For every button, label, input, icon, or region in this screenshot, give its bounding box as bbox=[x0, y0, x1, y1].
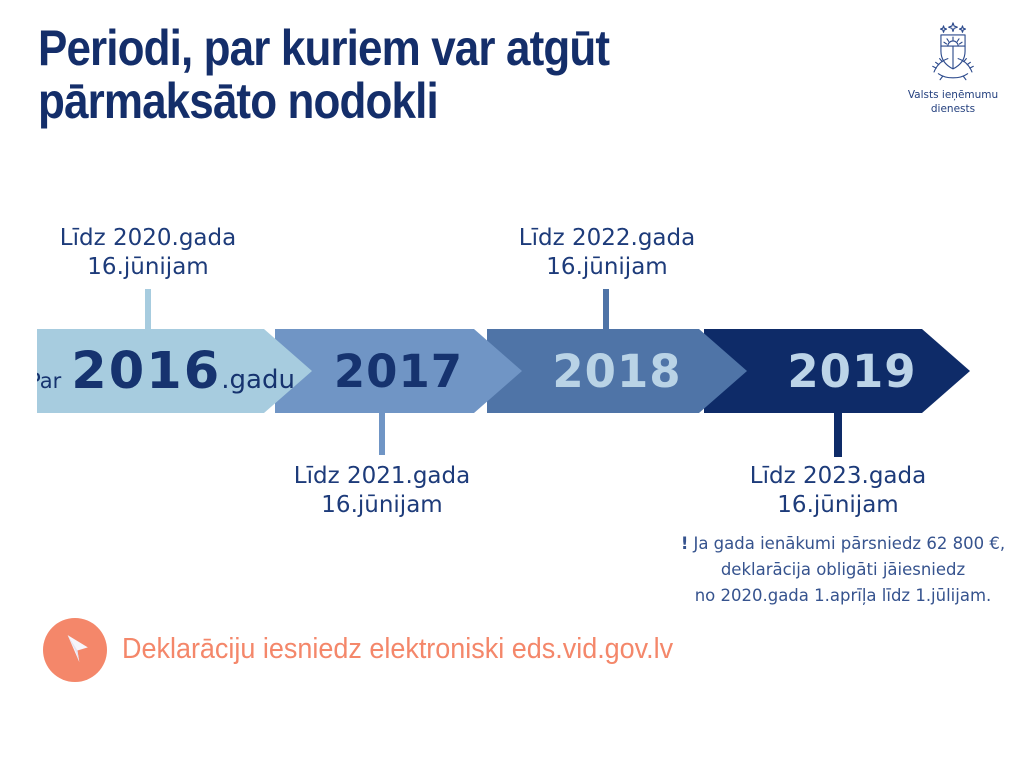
page-title: Periodi, par kuriem var atgūt pārmaksāto… bbox=[38, 22, 795, 128]
page-title-line1: Periodi, par kuriem var atgūt bbox=[38, 20, 610, 76]
paper-plane-badge bbox=[43, 618, 107, 682]
logo-org-name: Valsts ieņēmumu dienests bbox=[897, 88, 1009, 116]
paper-plane-icon bbox=[53, 626, 97, 674]
segment-suffix: .gadu bbox=[221, 364, 295, 395]
deadline-label-2016: Līdz 2020.gada 16.jūnijam bbox=[8, 224, 288, 282]
deadline-label-2016-line1: Līdz 2020.gada bbox=[59, 225, 237, 251]
timeline-segment-2017: 2017 bbox=[275, 329, 522, 413]
connector-line-2018 bbox=[603, 289, 609, 330]
deadline-label-2018-line1: Līdz 2022.gada bbox=[518, 225, 696, 251]
timeline-segment-2016-text: Par 2016 .gadu bbox=[28, 342, 321, 401]
deadline-label-2017-line1: Līdz 2021.gada bbox=[293, 463, 471, 489]
coat-of-arms-icon bbox=[897, 22, 1009, 84]
note-line3: no 2020.gada 1.aprīļa līdz 1.jūlijam. bbox=[694, 586, 992, 605]
connector-line-2016 bbox=[145, 289, 151, 330]
logo-org-line1: Valsts ieņēmumu bbox=[907, 89, 999, 101]
segment-year-2016: 2016 bbox=[71, 341, 222, 401]
page-title-line2: pārmaksāto nodokli bbox=[38, 73, 439, 129]
timeline-segment-2018: 2018 bbox=[487, 329, 747, 413]
segment-year-2018: 2018 bbox=[552, 344, 682, 398]
vid-logo: Valsts ieņēmumu dienests bbox=[897, 22, 1009, 116]
deadline-label-2018: Līdz 2022.gada 16.jūnijam bbox=[467, 224, 747, 282]
deadline-label-2018-line2: 16.jūnijam bbox=[546, 254, 668, 280]
segment-year-2019: 2019 bbox=[787, 344, 917, 398]
segment-year-2017: 2017 bbox=[333, 344, 464, 398]
note-line2: deklarācija obligāti jāiesniedz bbox=[720, 560, 966, 579]
deadline-label-2017: Līdz 2021.gada 16.jūnijam bbox=[242, 462, 522, 520]
deadline-label-2019-line2: 16.jūnijam bbox=[777, 492, 899, 518]
connector-line-2017 bbox=[379, 412, 385, 455]
efile-info-text: Deklarāciju iesniedz elektroniski eds.vi… bbox=[122, 633, 674, 665]
logo-org-line2: dienests bbox=[930, 103, 976, 115]
connector-line-2019 bbox=[834, 412, 842, 457]
deadline-label-2016-line2: 16.jūnijam bbox=[87, 254, 209, 280]
deadline-label-2017-line2: 16.jūnijam bbox=[321, 492, 443, 518]
timeline-segment-2016: Par 2016 .gadu bbox=[37, 329, 312, 413]
timeline-segment-2019: 2019 bbox=[704, 329, 970, 413]
note-line1: ! Ja gada ienākumi pārsniedz 62 800 €, bbox=[680, 534, 1006, 553]
deadline-label-2019-line1: Līdz 2023.gada bbox=[749, 463, 927, 489]
deadline-label-2019: Līdz 2023.gada 16.jūnijam bbox=[698, 462, 978, 520]
exclamation-mark: ! bbox=[680, 534, 689, 553]
segment-prefix: Par bbox=[28, 368, 62, 393]
income-threshold-note: ! Ja gada ienākumi pārsniedz 62 800 €, de… bbox=[658, 531, 1024, 609]
